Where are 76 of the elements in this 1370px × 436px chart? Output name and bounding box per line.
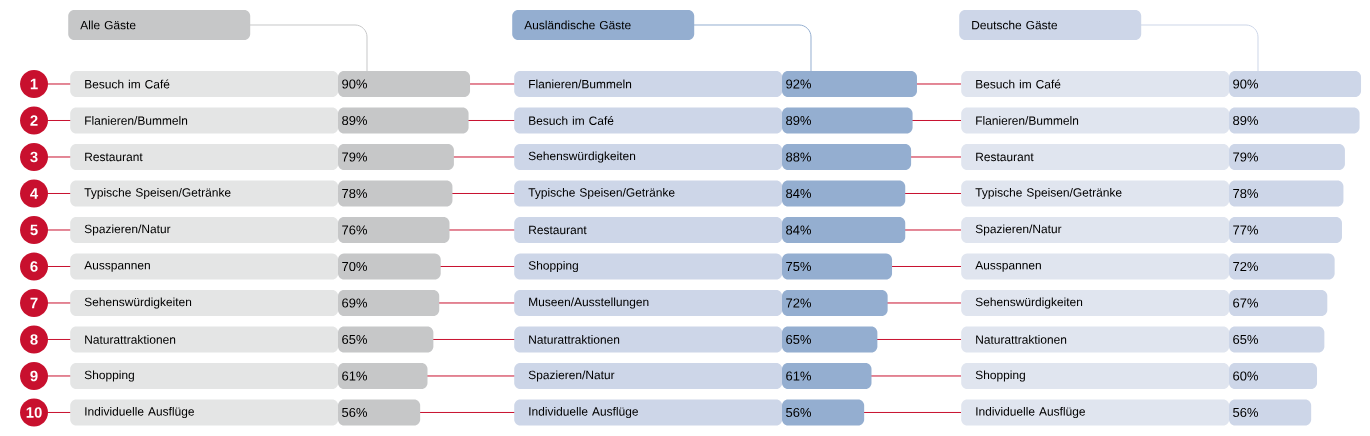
- y-tick-label: Shopping: [84, 370, 134, 382]
- y-tick-label: Flanieren/Bummeln: [85, 116, 188, 125]
- data-label: 56%: [786, 407, 811, 418]
- text: 9: [30, 370, 38, 382]
- text: 6: [30, 261, 38, 272]
- y-tick-label: Besuch im Café: [976, 79, 1061, 89]
- y-tick-label: Shopping: [975, 370, 1025, 382]
- y-tick-label: Shopping: [528, 260, 578, 273]
- data-label: 92%: [786, 79, 811, 89]
- y-tick-label: Sehenswürdigkeiten: [975, 297, 1083, 309]
- data-label: 65%: [342, 334, 367, 345]
- text: 7: [30, 297, 38, 309]
- data-label: 56%: [1233, 407, 1258, 418]
- y-tick-label: Restaurant: [529, 225, 587, 235]
- y-tick-label: Typische Speisen/Getränke: [528, 187, 675, 200]
- y-tick-label: Typische Speisen/Getränke: [975, 187, 1122, 200]
- data-label: 89%: [786, 115, 811, 126]
- text: 2: [30, 115, 38, 126]
- y-tick-label: Spazieren/Natur: [975, 224, 1062, 236]
- y-tick-label: Spazieren/Natur: [528, 370, 615, 382]
- y-tick-label: Naturattraktionen: [85, 335, 176, 344]
- data-label: 56%: [342, 407, 367, 418]
- data-label: 70%: [342, 261, 367, 272]
- data-label: 61%: [342, 371, 367, 381]
- y-tick-label: Individuelle Ausflüge: [976, 406, 1085, 419]
- data-label: 89%: [1233, 115, 1258, 126]
- data-label: 79%: [342, 152, 367, 162]
- text: Ausländische Gäste: [524, 20, 631, 30]
- y-tick-label: Restaurant: [85, 152, 143, 162]
- y-tick-label: Sehenswürdigkeiten: [528, 151, 636, 163]
- data-label: 61%: [786, 371, 811, 381]
- data-label: 84%: [786, 225, 811, 235]
- y-tick-label: Flanieren/Bummeln: [976, 116, 1079, 125]
- data-label: 78%: [1233, 188, 1258, 199]
- data-label: 67%: [1233, 298, 1258, 308]
- data-label: 84%: [786, 188, 811, 199]
- data-label: 75%: [786, 261, 811, 272]
- data-label: 78%: [342, 188, 367, 199]
- data-label: 65%: [1233, 334, 1258, 345]
- data-label: 89%: [342, 115, 367, 126]
- text: Alle Gäste: [80, 20, 136, 30]
- y-tick-label: Flanieren/Bummeln: [529, 79, 632, 89]
- data-label: 88%: [786, 152, 811, 162]
- data-label: 90%: [1233, 79, 1258, 89]
- y-tick-label: Restaurant: [976, 152, 1034, 162]
- bar: [338, 399, 421, 426]
- bar: [1229, 399, 1312, 426]
- text: 10: [26, 407, 42, 418]
- bar: [782, 399, 865, 426]
- text: 3: [30, 151, 38, 163]
- text: 8: [30, 334, 38, 345]
- text: 4: [30, 188, 39, 199]
- y-tick-label: Naturattraktionen: [976, 335, 1067, 344]
- data-label: 77%: [1233, 225, 1258, 235]
- data-label: 60%: [1233, 371, 1258, 381]
- data-label: 72%: [786, 298, 811, 308]
- y-tick-label: Spazieren/Natur: [84, 224, 171, 236]
- data-label: 79%: [1233, 152, 1258, 162]
- y-tick-label: Museen/Ausstellungen: [529, 297, 649, 309]
- y-tick-label: Ausspannen: [84, 261, 150, 272]
- data-label: 76%: [342, 225, 367, 235]
- y-tick-label: Besuch im Café: [85, 79, 170, 89]
- y-tick-label: Typische Speisen/Getränke: [84, 187, 231, 200]
- y-tick-label: Individuelle Ausflüge: [529, 406, 638, 419]
- text: 1: [30, 78, 38, 90]
- y-tick-label: Besuch im Café: [529, 116, 614, 125]
- data-label: 65%: [786, 334, 811, 345]
- text: 5: [30, 224, 38, 236]
- y-tick-label: Naturattraktionen: [529, 335, 620, 344]
- text: Deutsche Gäste: [972, 20, 1058, 30]
- data-label: 72%: [1233, 261, 1258, 272]
- data-label: 90%: [342, 79, 367, 89]
- y-tick-label: Individuelle Ausflüge: [85, 406, 194, 419]
- data-label: 69%: [342, 298, 367, 308]
- y-tick-label: Ausspannen: [975, 261, 1041, 272]
- y-tick-label: Sehenswürdigkeiten: [84, 297, 192, 309]
